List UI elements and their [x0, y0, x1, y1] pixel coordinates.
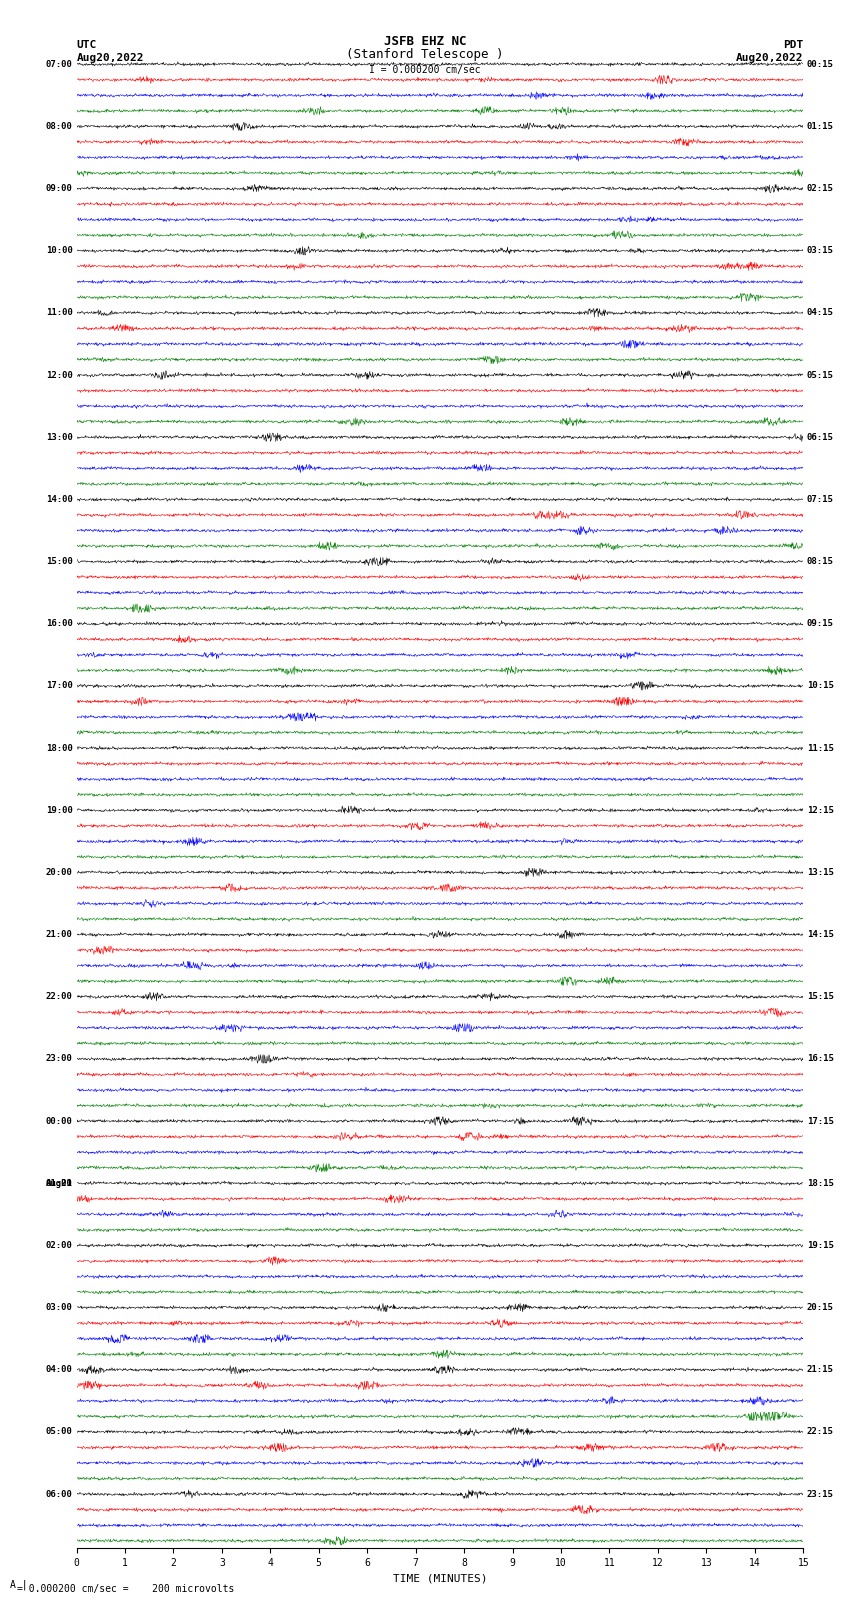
Text: I = 0.000200 cm/sec: I = 0.000200 cm/sec	[369, 65, 481, 74]
Text: 13:15: 13:15	[807, 868, 834, 877]
Text: 04:00: 04:00	[46, 1365, 73, 1374]
Text: 08:15: 08:15	[807, 556, 834, 566]
Text: 12:00: 12:00	[46, 371, 73, 379]
Text: JSFB EHZ NC: JSFB EHZ NC	[383, 35, 467, 48]
Text: 09:15: 09:15	[807, 619, 834, 627]
Text: 17:15: 17:15	[807, 1116, 834, 1126]
Text: 16:00: 16:00	[46, 619, 73, 627]
Text: = 0.000200 cm/sec =    200 microvolts: = 0.000200 cm/sec = 200 microvolts	[17, 1584, 235, 1594]
Text: 11:15: 11:15	[807, 744, 834, 753]
Text: 15:15: 15:15	[807, 992, 834, 1002]
Text: 17:00: 17:00	[46, 681, 73, 690]
Text: Aug20,2022: Aug20,2022	[736, 53, 803, 63]
Text: 20:15: 20:15	[807, 1303, 834, 1311]
Text: 12:15: 12:15	[807, 806, 834, 815]
Text: 07:00: 07:00	[46, 60, 73, 69]
Text: 15:00: 15:00	[46, 556, 73, 566]
Text: 10:00: 10:00	[46, 247, 73, 255]
Text: PDT: PDT	[783, 40, 803, 50]
Text: 21:00: 21:00	[46, 931, 73, 939]
Text: 22:15: 22:15	[807, 1428, 834, 1437]
Text: 14:00: 14:00	[46, 495, 73, 503]
Text: 23:00: 23:00	[46, 1055, 73, 1063]
Text: 05:00: 05:00	[46, 1428, 73, 1437]
Text: Aug21: Aug21	[46, 1179, 73, 1187]
Text: (Stanford Telescope ): (Stanford Telescope )	[346, 48, 504, 61]
Text: 05:15: 05:15	[807, 371, 834, 379]
Text: 02:15: 02:15	[807, 184, 834, 194]
Text: 06:15: 06:15	[807, 432, 834, 442]
Text: 18:15: 18:15	[807, 1179, 834, 1187]
Text: Aug20,2022: Aug20,2022	[76, 53, 144, 63]
Text: A |: A |	[10, 1579, 28, 1590]
Text: 13:00: 13:00	[46, 432, 73, 442]
Text: 04:15: 04:15	[807, 308, 834, 318]
Text: 03:00: 03:00	[46, 1303, 73, 1311]
Text: 18:00: 18:00	[46, 744, 73, 753]
Text: 16:15: 16:15	[807, 1055, 834, 1063]
X-axis label: TIME (MINUTES): TIME (MINUTES)	[393, 1574, 487, 1584]
Text: 14:15: 14:15	[807, 931, 834, 939]
Text: 06:00: 06:00	[46, 1489, 73, 1498]
Text: 00:15: 00:15	[807, 60, 834, 69]
Text: 09:00: 09:00	[46, 184, 73, 194]
Text: 21:15: 21:15	[807, 1365, 834, 1374]
Text: 01:00: 01:00	[46, 1179, 73, 1187]
Text: 19:15: 19:15	[807, 1240, 834, 1250]
Text: 20:00: 20:00	[46, 868, 73, 877]
Text: 00:00: 00:00	[46, 1116, 73, 1126]
Text: 08:00: 08:00	[46, 123, 73, 131]
Text: 01:15: 01:15	[807, 123, 834, 131]
Text: 07:15: 07:15	[807, 495, 834, 503]
Text: 23:15: 23:15	[807, 1489, 834, 1498]
Text: 03:15: 03:15	[807, 247, 834, 255]
Text: 19:00: 19:00	[46, 806, 73, 815]
Text: 02:00: 02:00	[46, 1240, 73, 1250]
Text: 22:00: 22:00	[46, 992, 73, 1002]
Text: 10:15: 10:15	[807, 681, 834, 690]
Text: UTC: UTC	[76, 40, 97, 50]
Text: 11:00: 11:00	[46, 308, 73, 318]
